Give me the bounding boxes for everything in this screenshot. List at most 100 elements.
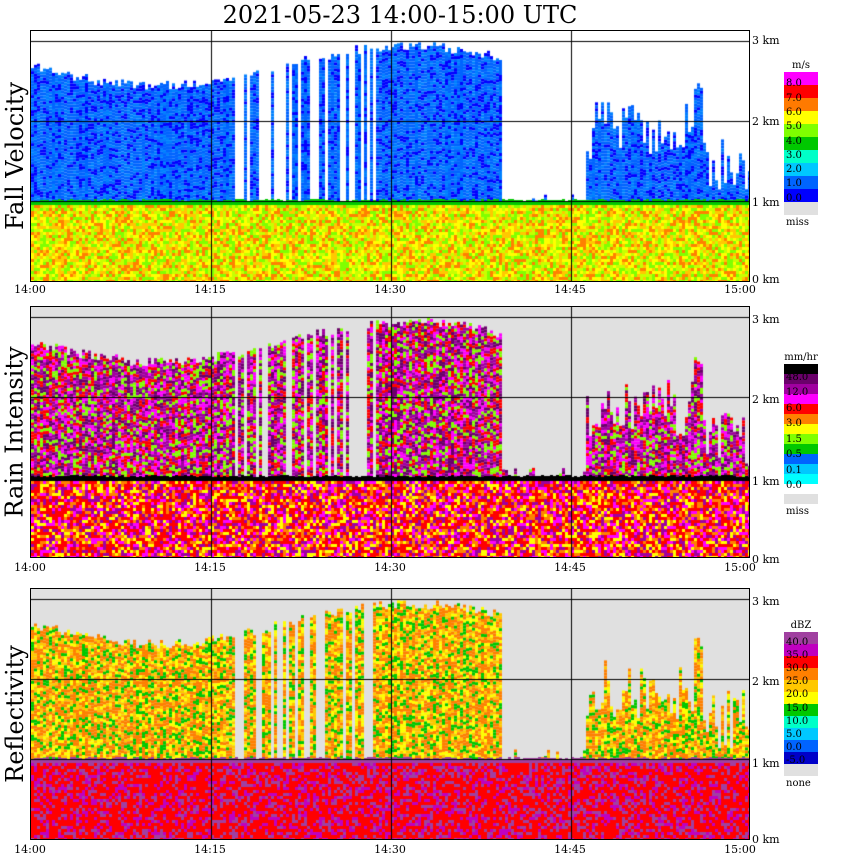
x-tick: 14:45 [554, 561, 586, 574]
legend-swatch [784, 374, 818, 384]
legend-label: 5.0 [786, 121, 802, 132]
reflectivity-panel: Reflectivity 3 km 2 km 1 km 0 km 14:00 1… [0, 588, 850, 863]
legend-label: 40.0 [786, 637, 809, 648]
fall-velocity-heatmap [31, 31, 749, 281]
legend-swatch [784, 176, 818, 189]
y-tick: 0 km [752, 273, 780, 286]
legend-label: 3.0 [786, 150, 802, 161]
y-tick: 0 km [752, 833, 780, 846]
legend-label: 0.0 [786, 480, 802, 491]
legend-swatch [784, 644, 818, 656]
rain-intensity-heatmap [31, 307, 749, 557]
y-tick: 0 km [752, 553, 780, 566]
legend-label: miss [786, 506, 809, 517]
legend-label: 20.0 [786, 689, 809, 700]
y-tick: 3 km [752, 34, 780, 47]
legend-label: 6.0 [786, 107, 802, 118]
legend-label: 0.0 [786, 193, 802, 204]
legend-swatch [784, 692, 818, 704]
legend-label: 2.0 [786, 164, 802, 175]
legend-label: 25.0 [786, 676, 809, 687]
legend-label: 35.0 [786, 650, 809, 661]
legend-label: 0.5 [786, 449, 802, 460]
legend-swatch [784, 454, 818, 464]
x-tick: 14:15 [194, 561, 226, 574]
x-tick: 14:00 [14, 561, 46, 574]
x-tick: 14:45 [554, 283, 586, 296]
rain-intensity-plot [30, 306, 750, 558]
legend-label: 10.0 [786, 716, 809, 727]
legend-label: 4.0 [786, 136, 802, 147]
legend-label: 5.0 [786, 729, 802, 740]
legend-swatch [784, 752, 818, 764]
legend-label: 6.0 [786, 403, 802, 414]
y-axis-label: Rain Intensity [1, 346, 30, 518]
fall-velocity-legend: m/s 8.0 7.0 6.0 5.0 4.0 3.0 2.0 1.0 0.0 miss [784, 60, 844, 232]
legend-swatch [784, 137, 818, 150]
legend-label: 48.0 [786, 372, 809, 383]
legend-label: -5.0 [786, 755, 806, 766]
x-tick: 15:00 [724, 561, 756, 574]
y-tick: 1 km [752, 475, 780, 488]
rain-intensity-legend: mm/hr 48.0 12.0 6.0 3.0 1.5 0.5 0.1 0.0 miss [784, 352, 844, 517]
legend-swatch [784, 384, 818, 394]
legend-label: 12.0 [786, 387, 809, 398]
legend-swatch [784, 474, 818, 484]
legend-swatch [784, 632, 818, 644]
legend-label: 1.5 [786, 434, 802, 445]
legend-swatch [784, 464, 818, 474]
legend-swatch [784, 716, 818, 728]
reflectivity-heatmap [31, 589, 749, 839]
legend-label: none [786, 778, 811, 789]
x-tick: 15:00 [724, 843, 756, 856]
legend-label: 0.1 [786, 465, 802, 476]
legend-label: 3.0 [786, 418, 802, 429]
legend-unit: mm/hr [784, 352, 818, 363]
x-tick: 14:30 [374, 843, 406, 856]
legend-swatch [784, 656, 818, 668]
y-tick: 3 km [752, 313, 780, 326]
legend-swatch [784, 728, 818, 740]
x-tick: 14:15 [194, 283, 226, 296]
legend-unit: dBZ [790, 620, 812, 631]
reflectivity-legend: dBZ 40.0 35.0 30.0 25.0 20.0 15.0 10.0 5.0 0.0 -5… [784, 620, 844, 792]
legend-swatch [784, 434, 818, 444]
rain-intensity-panel: Rain Intensity 3 km 2 km 1 km 0 km 14:00… [0, 306, 850, 576]
legend-label: 8.0 [786, 78, 802, 89]
legend-unit: m/s [792, 60, 810, 71]
legend-swatch [784, 484, 818, 494]
fall-velocity-plot [30, 30, 750, 282]
x-tick: 14:00 [14, 843, 46, 856]
legend-swatch [784, 394, 818, 404]
legend-swatch [784, 404, 818, 414]
reflectivity-plot [30, 588, 750, 840]
y-tick: 3 km [752, 595, 780, 608]
x-tick: 14:30 [374, 561, 406, 574]
x-tick: 14:00 [14, 283, 46, 296]
legend-label: 15.0 [786, 703, 809, 714]
legend-swatch [784, 202, 818, 215]
fall-velocity-panel: Fall Velocity 3 km 2 km 1 km 0 km 14:00 … [0, 30, 850, 298]
legend-swatch [784, 85, 818, 98]
y-tick: 2 km [752, 115, 780, 128]
legend-swatch [784, 424, 818, 434]
x-tick: 14:15 [194, 843, 226, 856]
legend-label: 7.0 [786, 93, 802, 104]
legend-swatch [784, 189, 818, 202]
y-axis-label: Reflectivity [1, 645, 29, 783]
legend-swatch [784, 704, 818, 716]
legend-swatch [784, 764, 818, 776]
chart-title: 2021-05-23 14:00-15:00 UTC [222, 1, 578, 29]
y-tick: 2 km [752, 675, 780, 688]
y-tick: 2 km [752, 393, 780, 406]
legend-label: 0.0 [786, 742, 802, 753]
legend-swatch [784, 364, 818, 374]
legend-swatch [784, 111, 818, 124]
legend-swatch [784, 124, 818, 137]
legend-swatch [784, 740, 818, 752]
legend-swatch [784, 163, 818, 176]
legend-swatch [784, 72, 818, 85]
x-tick: 15:00 [724, 283, 756, 296]
y-tick: 1 km [752, 196, 780, 209]
legend-swatch [784, 680, 818, 692]
